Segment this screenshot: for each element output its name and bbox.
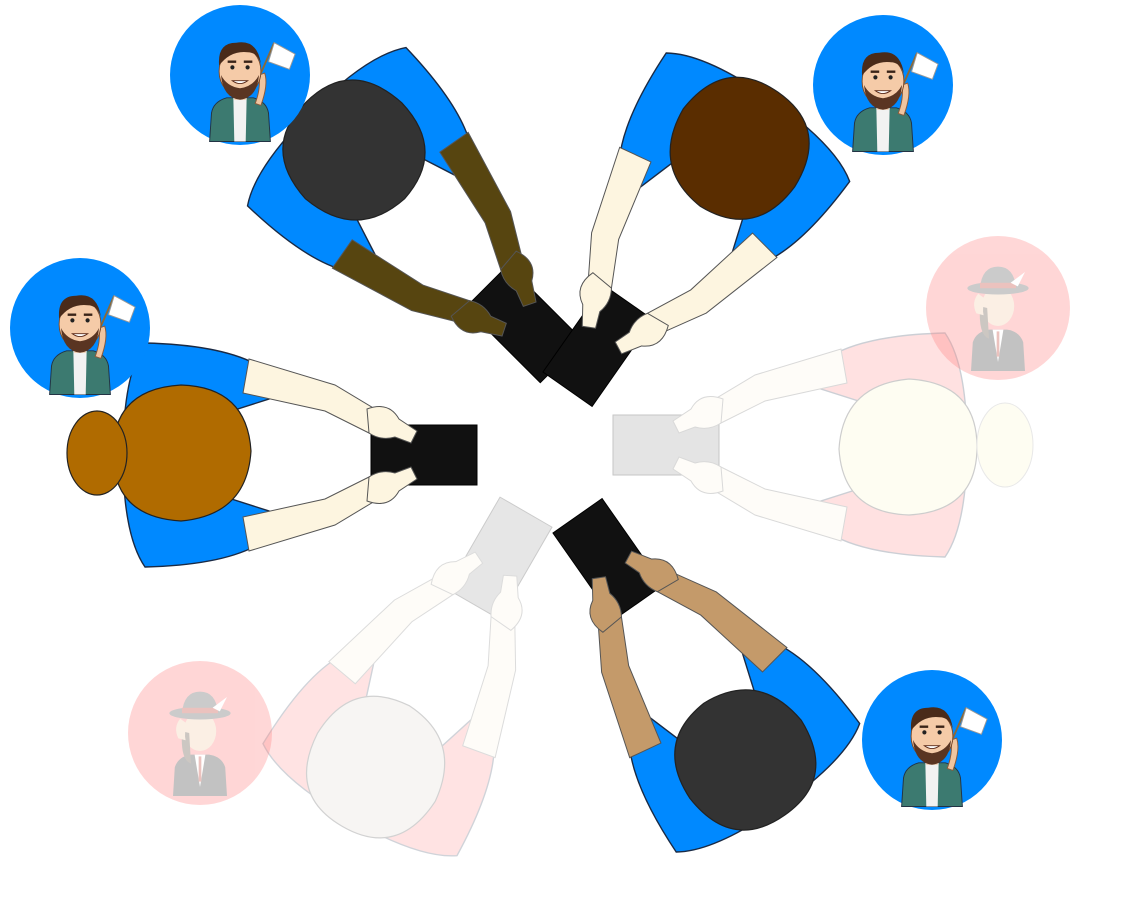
player-right	[612, 332, 1034, 558]
avatar-left[interactable]	[10, 258, 150, 398]
avatar-bottom-left	[128, 661, 272, 805]
avatar-right	[926, 236, 1070, 380]
avatar-top-left[interactable]	[170, 5, 310, 145]
avatar-top-right[interactable]	[813, 15, 953, 155]
player-left	[66, 342, 478, 568]
avatar-bottom-right[interactable]	[862, 670, 1002, 810]
